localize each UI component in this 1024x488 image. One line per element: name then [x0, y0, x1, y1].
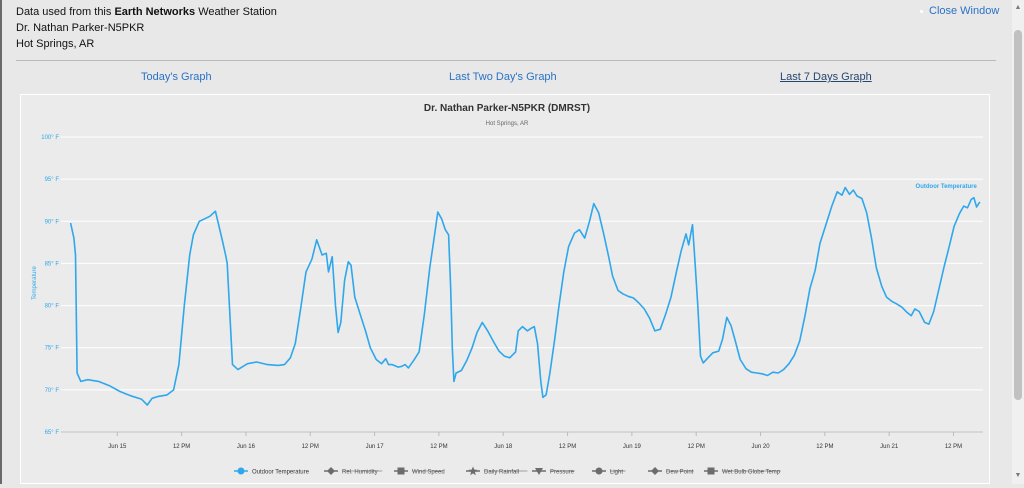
x-tick-label: Jun 16 — [237, 444, 256, 450]
scroll-thumb[interactable] — [1014, 30, 1022, 400]
y-tick-label: 95° F — [45, 177, 60, 183]
chart-subtitle: Hot Springs, AR — [486, 121, 529, 127]
x-tick-label: Jun 19 — [623, 444, 642, 450]
source-brand: Earth Networks — [114, 6, 196, 18]
x-tick-label: Jun 21 — [880, 444, 899, 450]
header-divider — [16, 60, 996, 61]
x-tick-label: Jun 17 — [366, 444, 385, 450]
tab-last-two-days-graph[interactable]: Last Two Day's Graph — [449, 71, 557, 83]
chart-title: Dr. Nathan Parker-N5PKR (DMRST) — [424, 103, 590, 114]
y-tick-label: 80° F — [45, 304, 60, 310]
station-location: Hot Springs, AR — [16, 38, 95, 50]
legend-item[interactable]: Wet Bulb Globe Temp — [704, 467, 781, 476]
series-line-outdoor-temperature — [69, 186, 981, 406]
x-tick-label: 12 PM — [816, 444, 833, 450]
x-tick-label: 12 PM — [945, 444, 962, 450]
y-tick-label: 90° F — [45, 219, 60, 225]
legend-item[interactable]: Outdoor Temperature — [234, 467, 310, 476]
vertical-scrollbar[interactable]: ▲ ▼ — [1012, 0, 1024, 484]
legend-circle-icon — [237, 467, 245, 475]
y-tick-label: 100° F — [41, 135, 59, 141]
legend-label: Wind Speed — [412, 470, 445, 476]
legend-label: Pressure — [550, 470, 575, 476]
x-tick-label: Jun 20 — [752, 444, 771, 450]
x-tick-label: 12 PM — [559, 444, 576, 450]
tab-last-7-days-graph[interactable]: Last 7 Days Graph — [780, 71, 872, 83]
legend-triangle-down-icon — [535, 468, 543, 475]
legend-label: Daily Rainfall — [484, 470, 519, 476]
y-tick-label: 70° F — [45, 388, 60, 394]
x-tick-label: 12 PM — [430, 444, 447, 450]
legend-item[interactable]: Wind Speed — [394, 467, 445, 476]
legend: Outdoor Temperature Rel. Humidity Wind Spe… — [234, 466, 781, 476]
x-tick-label: 12 PM — [173, 444, 190, 450]
legend-item[interactable]: Light — [592, 467, 626, 476]
legend-item[interactable]: Daily Rainfall — [466, 466, 528, 476]
legend-label: Light — [610, 470, 623, 476]
station-info: Data used from this Earth Networks Weath… — [16, 4, 277, 52]
legend-label: Rel. Humidity — [342, 470, 378, 476]
chart-panel: Dr. Nathan Parker-N5PKR (DMRST) Hot Spri… — [20, 94, 990, 484]
y-axis-title: Temperature — [32, 265, 38, 299]
series-group: Outdoor Temperature — [69, 184, 981, 406]
bullet-icon — [920, 9, 923, 13]
legend-circle-icon — [595, 467, 603, 475]
y-tick-label: 75° F — [45, 346, 60, 352]
legend-square-icon — [707, 467, 715, 475]
y-tick-label: 85° F — [45, 261, 60, 267]
scroll-up-icon[interactable]: ▲ — [1014, 4, 1022, 11]
x-tick-label: 12 PM — [302, 444, 319, 450]
y-tick-label: 65° F — [45, 430, 60, 436]
legend-diamond-icon — [327, 467, 335, 475]
legend-label: Dew Point — [666, 470, 694, 476]
legend-item[interactable]: Rel. Humidity — [324, 467, 383, 476]
x-tick-label: Jun 15 — [108, 444, 127, 450]
y-axis: 65° F 70° F 75° F 80° F 85° F 90° F 95° F 100° … — [41, 135, 59, 436]
tab-todays-graph[interactable]: Today's Graph — [141, 71, 212, 83]
legend-item[interactable]: Dew Point — [648, 467, 694, 476]
x-axis: Jun 15 12 PM Jun 16 12 PM Jun 17 12 PM Jun 18 1… — [61, 431, 983, 450]
grid-lines — [61, 136, 983, 433]
station-name: Dr. Nathan Parker-N5PKR — [16, 22, 145, 34]
x-tick-label: Jun 18 — [494, 444, 513, 450]
x-tick-label: 12 PM — [688, 444, 705, 450]
station-source-line: Data used from this Earth Networks Weath… — [16, 6, 277, 18]
close-window-label: Close Window — [929, 5, 1000, 17]
scroll-down-icon[interactable]: ▼ — [1014, 472, 1022, 479]
legend-item[interactable]: Pressure — [532, 468, 575, 476]
series-end-label: Outdoor Temperature — [916, 184, 978, 190]
legend-diamond-icon — [651, 467, 659, 475]
close-window-link[interactable]: Close Window — [920, 5, 999, 17]
legend-label: Wet Bulb Globe Temp — [722, 470, 781, 476]
temperature-chart: Dr. Nathan Parker-N5PKR (DMRST) Hot Spri… — [32, 103, 983, 476]
legend-star-icon — [468, 466, 478, 476]
legend-square-icon — [397, 467, 405, 475]
legend-label: Outdoor Temperature — [252, 470, 310, 476]
